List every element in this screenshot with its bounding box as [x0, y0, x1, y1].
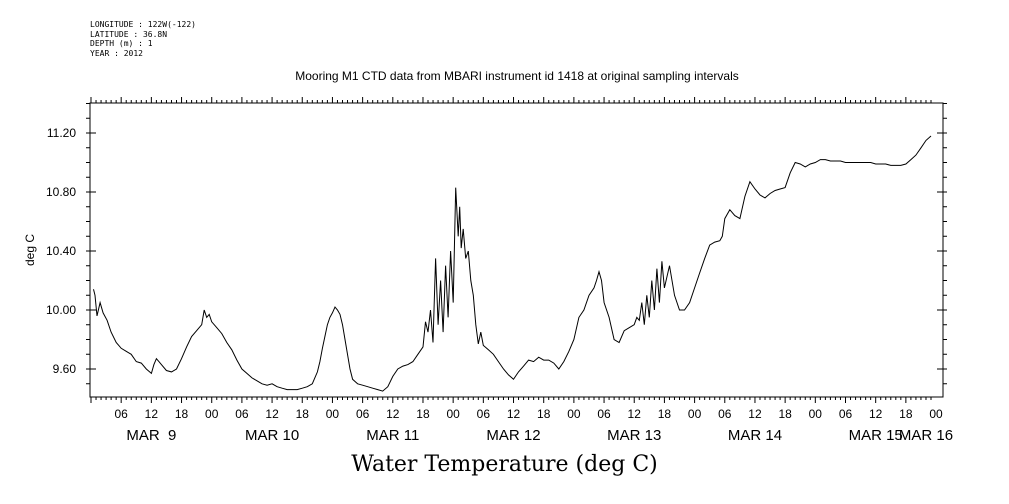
y-tick-label: 10.00	[46, 303, 76, 317]
x-hour-label: 06	[718, 407, 732, 421]
minor-ticks	[86, 97, 947, 403]
x-day-label: MAR 13	[607, 427, 661, 444]
x-hour-label: 18	[296, 407, 310, 421]
metadata-block: LONGITUDE : 122W(-122) LATITUDE : 36.8N …	[90, 20, 196, 58]
year-label: YEAR : 2012	[90, 48, 143, 58]
x-hour-label: 12	[748, 407, 762, 421]
x-day-label: MAR 12	[486, 427, 540, 444]
chart-title: Mooring M1 CTD data from MBARI instrumen…	[295, 69, 739, 83]
y-axis-label: deg C	[23, 234, 37, 266]
x-hour-label: 06	[356, 407, 370, 421]
x-hour-label: 18	[537, 407, 551, 421]
x-hour-label: 12	[869, 407, 883, 421]
x-day-label: MAR 16	[899, 427, 953, 444]
main-title: Water Temperature (deg C)	[351, 452, 658, 477]
x-hour-label: 18	[175, 407, 189, 421]
x-hour-label: 18	[416, 407, 430, 421]
x-day-label: MAR 10	[245, 427, 299, 444]
depth-label: DEPTH (m) : 1	[90, 39, 153, 48]
x-hour-label: 00	[326, 407, 340, 421]
x-hour-label: 06	[597, 407, 611, 421]
water-temperature-line	[93, 135, 932, 392]
longitude-label: LONGITUDE : 122W(-122)	[90, 20, 196, 29]
x-hour-label: 06	[235, 407, 249, 421]
x-hour-label: 00	[809, 407, 823, 421]
x-hour-label: 00	[205, 407, 219, 421]
x-hour-label: 06	[477, 407, 491, 421]
y-tick-label: 10.80	[46, 185, 76, 199]
x-hour-label: 12	[265, 407, 279, 421]
x-day-label: MAR 15	[849, 427, 903, 444]
x-day-label: MAR 11	[366, 427, 419, 444]
y-axis: 9.60 10.00 10.40 10.80 11.20	[46, 126, 943, 376]
x-hour-label: 12	[145, 407, 159, 421]
x-hour-label: 12	[628, 407, 642, 421]
x-hour-label: 18	[658, 407, 672, 421]
x-hour-label: 06	[839, 407, 853, 421]
x-hour-label: 00	[446, 407, 460, 421]
y-tick-label: 10.40	[46, 244, 76, 258]
y-tick-label: 9.60	[53, 362, 77, 376]
x-axis: 06 12 18 00 06 12 18 00 06 12 18 00 06 12 18 00 06 12 18 00…	[115, 407, 954, 444]
x-day-label: MAR 14	[728, 427, 782, 444]
x-hour-label: 18	[899, 407, 913, 421]
y-tick-label: 11.20	[47, 126, 76, 140]
x-day-label: MAR 9	[126, 427, 176, 444]
x-hour-label: 12	[386, 407, 400, 421]
series-group	[93, 135, 932, 392]
x-hour-label: 18	[778, 407, 792, 421]
x-hour-label: 00	[929, 407, 943, 421]
x-hour-label: 00	[688, 407, 702, 421]
x-hour-label: 00	[567, 407, 581, 421]
x-hour-label: 06	[115, 407, 129, 421]
plot-frame	[89, 102, 944, 398]
x-hour-label: 12	[507, 407, 521, 421]
latitude-label: LATITUDE : 36.8N	[90, 29, 168, 39]
